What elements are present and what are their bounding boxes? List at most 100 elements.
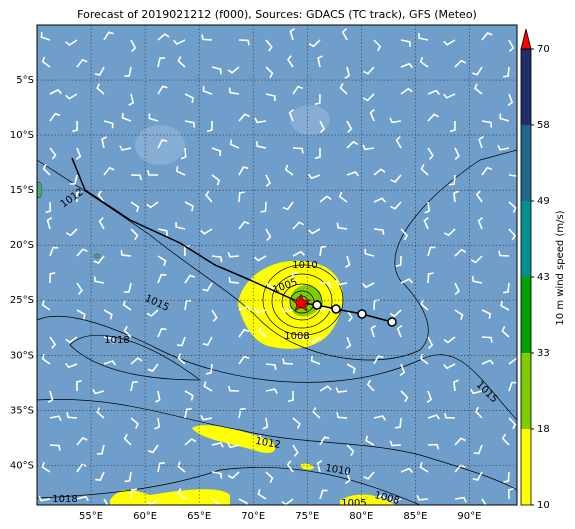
wind-barb — [258, 326, 267, 338]
colorbar-tick-label: 18 — [537, 424, 550, 435]
wind-barb — [400, 467, 414, 473]
wind-barb — [319, 489, 328, 500]
wind-barb — [288, 108, 295, 122]
wind-barb — [308, 39, 321, 48]
wind-barb — [123, 325, 132, 338]
wind-barb — [184, 299, 192, 311]
wind-barb — [390, 174, 402, 183]
wind-barb — [346, 444, 355, 457]
wind-barb — [119, 145, 132, 151]
wind-barb — [497, 145, 510, 151]
wind-barb — [41, 353, 51, 365]
wind-barb — [238, 498, 248, 505]
wind-barb — [475, 190, 483, 203]
islands — [37, 181, 101, 259]
wind-barb — [389, 309, 402, 318]
wind-barb — [211, 66, 222, 75]
wind-barb — [229, 139, 240, 149]
wind-barb — [177, 461, 186, 473]
wind-barb — [103, 309, 113, 320]
wind-barb — [95, 471, 105, 482]
wind-barb — [154, 390, 161, 403]
wind-barb — [310, 355, 321, 365]
wind-barb — [345, 336, 352, 350]
lon-tick-label: 85°E — [403, 511, 427, 522]
wind-barb — [427, 414, 440, 420]
wind-barb — [202, 336, 213, 346]
wind-barb — [395, 255, 402, 267]
colorbar-tick-label: 33 — [537, 348, 550, 359]
wind-barb — [395, 136, 402, 149]
wind-barb — [49, 336, 57, 349]
wind-barb — [124, 66, 132, 78]
wind-barb — [96, 444, 105, 455]
wind-barb — [508, 39, 515, 52]
wind-barb — [257, 489, 267, 500]
lat-tick-label: 20°S — [10, 240, 34, 251]
wind-barb — [419, 56, 429, 68]
wind-barb — [292, 417, 301, 429]
wind-barb — [426, 390, 433, 404]
wind-barb — [38, 495, 51, 502]
wind-barb — [344, 66, 351, 79]
wind-barb — [427, 443, 440, 450]
wind-barb — [254, 117, 267, 124]
wind-barb — [503, 471, 510, 483]
wind-barb — [474, 83, 483, 95]
wind-barb — [177, 353, 186, 365]
wind-barb — [289, 28, 296, 41]
wind-barb — [312, 407, 321, 419]
wind-barb — [307, 173, 321, 180]
wind-barb — [481, 309, 492, 319]
wind-barb — [481, 120, 493, 128]
wind-barb — [314, 148, 321, 160]
wind-barb — [130, 228, 139, 241]
wind-barb — [287, 391, 294, 403]
isobar-label: 1018 — [52, 494, 77, 505]
wind-barb — [508, 417, 517, 430]
wind-barb — [427, 272, 434, 284]
wind-barb — [473, 444, 483, 455]
wind-barb — [508, 174, 517, 177]
cloud — [290, 105, 330, 135]
wind-barb — [282, 358, 294, 365]
isobar-label: 1005 — [341, 498, 366, 509]
wind-barb — [478, 136, 484, 149]
wind-barb — [257, 434, 267, 446]
wind-barb — [336, 412, 348, 419]
wind-barb — [400, 390, 409, 403]
wind-barb — [40, 32, 51, 41]
wind-barb — [265, 66, 274, 79]
wind-barb — [286, 460, 294, 473]
wind-barb — [211, 441, 224, 448]
wind-barb — [444, 412, 456, 419]
colorbar-tick-label: 43 — [537, 272, 550, 283]
wind-barb — [427, 246, 436, 257]
colorbar-label: 10 m wind speed (m/s) — [555, 210, 566, 325]
wind-barb — [418, 33, 429, 41]
wind-barb — [369, 108, 375, 122]
wind-barb — [470, 255, 483, 264]
wind-barb — [499, 113, 510, 122]
wind-barb — [454, 282, 460, 296]
wind-barb — [46, 217, 53, 230]
wind-barb — [238, 305, 252, 311]
wind-barb — [184, 201, 194, 212]
wind-barb — [146, 309, 159, 318]
wind-barb — [443, 363, 456, 370]
wind-barb — [427, 89, 441, 95]
wind-barb — [481, 336, 493, 343]
wind-barb — [508, 201, 517, 213]
wind-barb — [157, 462, 165, 473]
wind-barbs — [38, 28, 517, 505]
wind-barb — [49, 147, 57, 160]
wind-barb — [373, 494, 386, 500]
wind-barb — [265, 363, 277, 371]
wind-barb — [400, 39, 411, 47]
wind-barb — [96, 83, 105, 95]
isobar-label: 1008 — [284, 331, 309, 342]
wind-barb — [453, 379, 459, 392]
wind-barb — [130, 174, 142, 181]
wind-barb — [93, 255, 105, 264]
wind-barb — [157, 33, 170, 41]
